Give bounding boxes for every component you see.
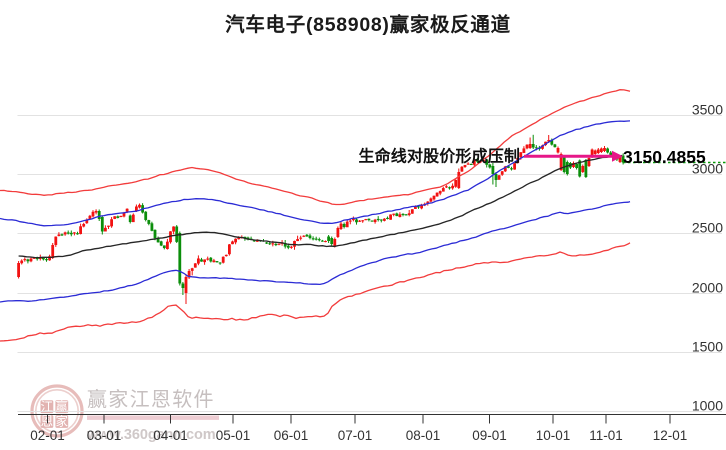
svg-text:家: 家 <box>56 414 69 429</box>
svg-text:www.360gann.com: www.360gann.com <box>86 427 216 443</box>
svg-text:恩: 恩 <box>41 415 54 429</box>
svg-text:2500: 2500 <box>692 219 723 235</box>
svg-text:3150.4855: 3150.4855 <box>623 147 706 167</box>
svg-text:赢: 赢 <box>56 399 69 414</box>
svg-text:10-01: 10-01 <box>536 428 571 443</box>
svg-text:3000: 3000 <box>692 160 723 176</box>
svg-text:生命线对股价形成压制: 生命线对股价形成压制 <box>359 147 521 166</box>
svg-text:1000: 1000 <box>692 397 723 413</box>
svg-text:07-01: 07-01 <box>338 428 373 443</box>
svg-text:08-01: 08-01 <box>406 428 441 443</box>
svg-text:11-01: 11-01 <box>589 428 623 443</box>
svg-text:05-01: 05-01 <box>216 428 251 443</box>
svg-text:09-01: 09-01 <box>472 428 507 443</box>
svg-text:江: 江 <box>41 400 54 414</box>
svg-text:2000: 2000 <box>692 279 723 295</box>
svg-text:赢家江恩软件: 赢家江恩软件 <box>87 388 215 411</box>
svg-text:03-01: 03-01 <box>87 428 122 443</box>
svg-text:3500: 3500 <box>692 101 723 117</box>
svg-text:12-01: 12-01 <box>653 428 688 443</box>
svg-text:04-01: 04-01 <box>153 428 188 443</box>
svg-text:1500: 1500 <box>692 338 723 354</box>
svg-text:06-01: 06-01 <box>274 428 309 443</box>
svg-text:汽车电子(858908)赢家极反通道: 汽车电子(858908)赢家极反通道 <box>225 13 511 36</box>
svg-text:02-01: 02-01 <box>30 428 65 443</box>
